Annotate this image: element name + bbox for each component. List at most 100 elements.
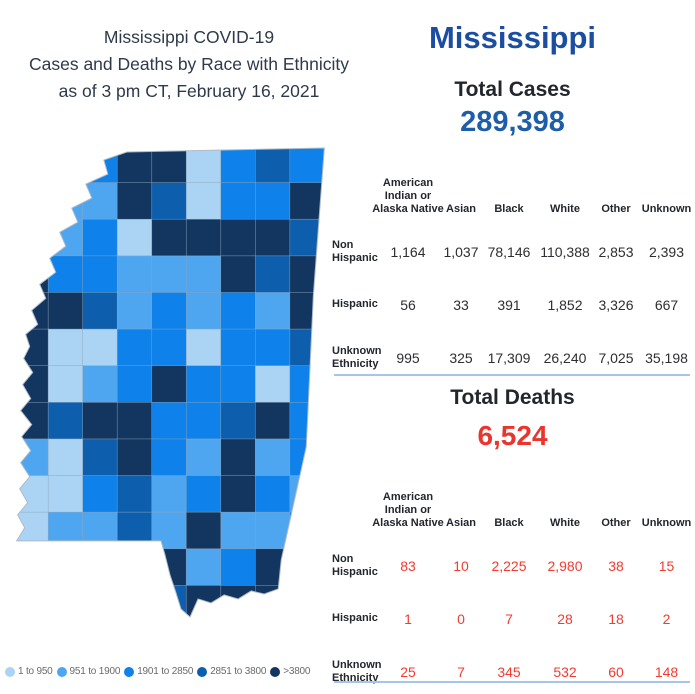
county-cell[interactable] [254, 438, 291, 477]
county-cell[interactable] [254, 402, 291, 440]
county-cell[interactable] [47, 585, 84, 622]
county-cell[interactable] [254, 146, 291, 184]
county-cell[interactable] [220, 292, 256, 330]
county-cell[interactable] [220, 146, 256, 184]
county-cell[interactable] [47, 182, 84, 220]
county-cell[interactable] [151, 255, 187, 294]
county-cell[interactable] [185, 328, 222, 367]
county-cell[interactable] [47, 328, 84, 367]
county-cell[interactable] [82, 328, 118, 367]
county-cell[interactable] [14, 255, 49, 294]
county-cell[interactable] [116, 328, 153, 367]
county-cell[interactable] [82, 182, 118, 220]
county-cell[interactable] [14, 146, 49, 184]
county-cell[interactable] [185, 585, 222, 622]
county-cell[interactable] [47, 475, 84, 513]
county-cell[interactable] [47, 511, 84, 550]
county-cell[interactable] [116, 511, 153, 550]
county-cell[interactable] [289, 255, 325, 294]
county-cell[interactable] [185, 182, 222, 220]
county-cell[interactable] [82, 218, 118, 257]
county-cell[interactable] [289, 511, 325, 550]
county-cell[interactable] [185, 475, 222, 513]
county-cell[interactable] [116, 585, 153, 622]
county-cell[interactable] [151, 146, 187, 184]
county-cell[interactable] [185, 218, 222, 257]
county-cell[interactable] [14, 292, 49, 330]
county-cell[interactable] [47, 292, 84, 330]
county-cell[interactable] [82, 475, 118, 513]
county-cell[interactable] [82, 548, 118, 587]
county-cell[interactable] [254, 511, 291, 550]
county-cell[interactable] [254, 182, 291, 220]
county-cell[interactable] [47, 438, 84, 477]
county-cell[interactable] [220, 218, 256, 257]
county-cell[interactable] [82, 438, 118, 477]
county-cell[interactable] [289, 438, 325, 477]
county-cell[interactable] [254, 365, 291, 404]
county-cell[interactable] [116, 438, 153, 477]
county-cell[interactable] [116, 402, 153, 440]
county-cell[interactable] [14, 402, 49, 440]
county-cell[interactable] [47, 402, 84, 440]
county-cell[interactable] [254, 328, 291, 367]
county-cell[interactable] [254, 475, 291, 513]
county-cell[interactable] [14, 475, 49, 513]
county-cell[interactable] [151, 292, 187, 330]
county-cell[interactable] [14, 438, 49, 477]
county-cell[interactable] [254, 255, 291, 294]
county-cell[interactable] [220, 438, 256, 477]
county-cell[interactable] [116, 475, 153, 513]
county-cell[interactable] [47, 146, 84, 184]
county-cell[interactable] [151, 438, 187, 477]
mississippi-choropleth-map[interactable] [13, 146, 325, 622]
county-cell[interactable] [82, 585, 118, 622]
county-cell[interactable] [151, 475, 187, 513]
county-cell[interactable] [220, 365, 256, 404]
county-cell[interactable] [289, 475, 325, 513]
county-cell[interactable] [220, 402, 256, 440]
county-cell[interactable] [220, 255, 256, 294]
county-cell[interactable] [47, 365, 84, 404]
county-cell[interactable] [14, 365, 49, 404]
county-cell[interactable] [185, 255, 222, 294]
county-cell[interactable] [151, 511, 187, 550]
county-cell[interactable] [220, 328, 256, 367]
county-cell[interactable] [151, 365, 187, 404]
county-cell[interactable] [220, 511, 256, 550]
county-cell[interactable] [254, 548, 291, 587]
county-cell[interactable] [151, 328, 187, 367]
county-cell[interactable] [220, 475, 256, 513]
county-cell[interactable] [47, 548, 84, 587]
county-cell[interactable] [185, 548, 222, 587]
county-cell[interactable] [151, 182, 187, 220]
county-cell[interactable] [220, 182, 256, 220]
county-cell[interactable] [14, 182, 49, 220]
county-cell[interactable] [185, 511, 222, 550]
county-cell[interactable] [289, 585, 325, 622]
county-cell[interactable] [116, 218, 153, 257]
county-cell[interactable] [289, 292, 325, 330]
county-cell[interactable] [220, 548, 256, 587]
county-cell[interactable] [116, 292, 153, 330]
county-cell[interactable] [151, 548, 187, 587]
county-cell[interactable] [151, 585, 187, 622]
county-cell[interactable] [14, 585, 49, 622]
county-cell[interactable] [47, 218, 84, 257]
county-cell[interactable] [254, 218, 291, 257]
county-cell[interactable] [116, 548, 153, 587]
county-cell[interactable] [14, 218, 49, 257]
county-cell[interactable] [14, 328, 49, 367]
county-cell[interactable] [289, 365, 325, 404]
county-cell[interactable] [82, 511, 118, 550]
county-cell[interactable] [82, 292, 118, 330]
county-cell[interactable] [185, 146, 222, 184]
county-cell[interactable] [289, 328, 325, 367]
county-cell[interactable] [151, 402, 187, 440]
county-cell[interactable] [289, 218, 325, 257]
county-cell[interactable] [185, 438, 222, 477]
county-cell[interactable] [185, 402, 222, 440]
county-cell[interactable] [185, 292, 222, 330]
county-cell[interactable] [116, 365, 153, 404]
county-cell[interactable] [289, 146, 325, 184]
